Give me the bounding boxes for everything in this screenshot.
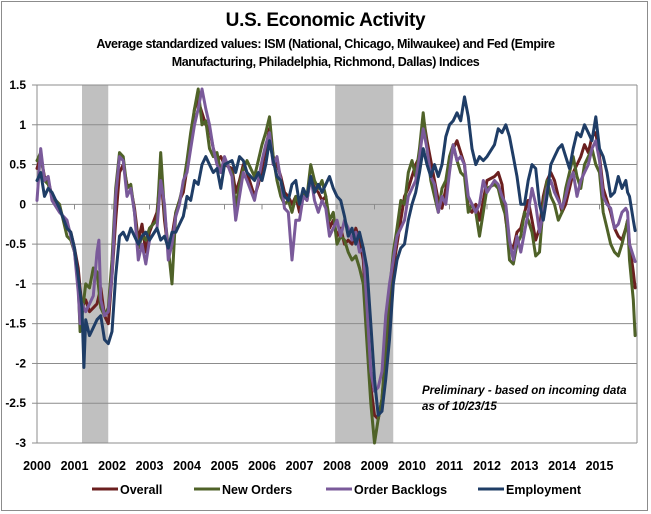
chart-subtitle-line-1: Average standardized values: ISM (Nation…: [96, 37, 555, 51]
y-tick-label: -0.5: [5, 237, 26, 251]
x-tick-label: 2010: [398, 459, 426, 473]
x-tick-label: 2000: [23, 459, 51, 473]
legend-label-overall: Overall: [120, 483, 162, 497]
x-tick-label: 2001: [61, 459, 89, 473]
legend-label-new-orders: New Orders: [222, 483, 292, 497]
x-tick-label: 2004: [173, 459, 201, 473]
annotation: Preliminary - based on incoming data as …: [422, 385, 627, 413]
legend-label-order-backlogs: Order Backlogs: [354, 483, 447, 497]
x-tick-label: 2011: [436, 459, 463, 473]
y-tick-label: 1.5: [9, 78, 26, 92]
legend: Overall New Orders Order Backlogs Employmen…: [92, 483, 582, 497]
x-tick-label: 2015: [586, 459, 614, 473]
annotation-line-1: Preliminary - based on incoming data: [422, 385, 627, 397]
chart-subtitle-line-2: Manufacturing, Philadelphia, Richmond, D…: [171, 55, 480, 69]
legend-label-employment: Employment: [506, 483, 582, 497]
x-tick-label: 2014: [548, 459, 576, 473]
series-line-employment: [35, 95, 637, 417]
x-tick-label: 2007: [286, 459, 314, 473]
y-axis-tick-labels: 1.5 1 0.5 0 -0.5 -1 -1.5 -2 -2.5 -3: [5, 78, 26, 450]
annotation-line-2: as of 10/23/15: [422, 401, 497, 413]
recession-bands: [82, 85, 394, 443]
x-tick-label: 2009: [361, 459, 389, 473]
y-tick-label: -1.5: [5, 317, 26, 331]
x-tick-label: 2003: [136, 459, 164, 473]
gridlines: [37, 84, 637, 404]
x-tick-label: 2006: [248, 459, 276, 473]
x-tick-label: 2008: [323, 459, 351, 473]
series-lines: [35, 87, 637, 445]
x-axis-tick-labels: 2000 2001 2002 2003 2004 2005 2006 2007 2008 2009…: [23, 459, 613, 473]
x-tick-label: 2013: [511, 459, 539, 473]
y-tick-label: 1: [19, 118, 26, 132]
x-tick-label: 2012: [473, 459, 501, 473]
y-tick-label: -1: [15, 277, 26, 291]
y-tick-label: 0.5: [9, 158, 26, 172]
y-tick-label: -2.5: [5, 396, 26, 410]
x-tick-label: 2005: [211, 459, 239, 473]
y-tick-label: 0: [19, 197, 26, 211]
y-tick-label: -3: [15, 436, 26, 450]
chart-title: U.S. Economic Activity: [225, 10, 426, 31]
x-tick-label: 2002: [98, 459, 126, 473]
y-tick-label: -2: [15, 356, 26, 370]
